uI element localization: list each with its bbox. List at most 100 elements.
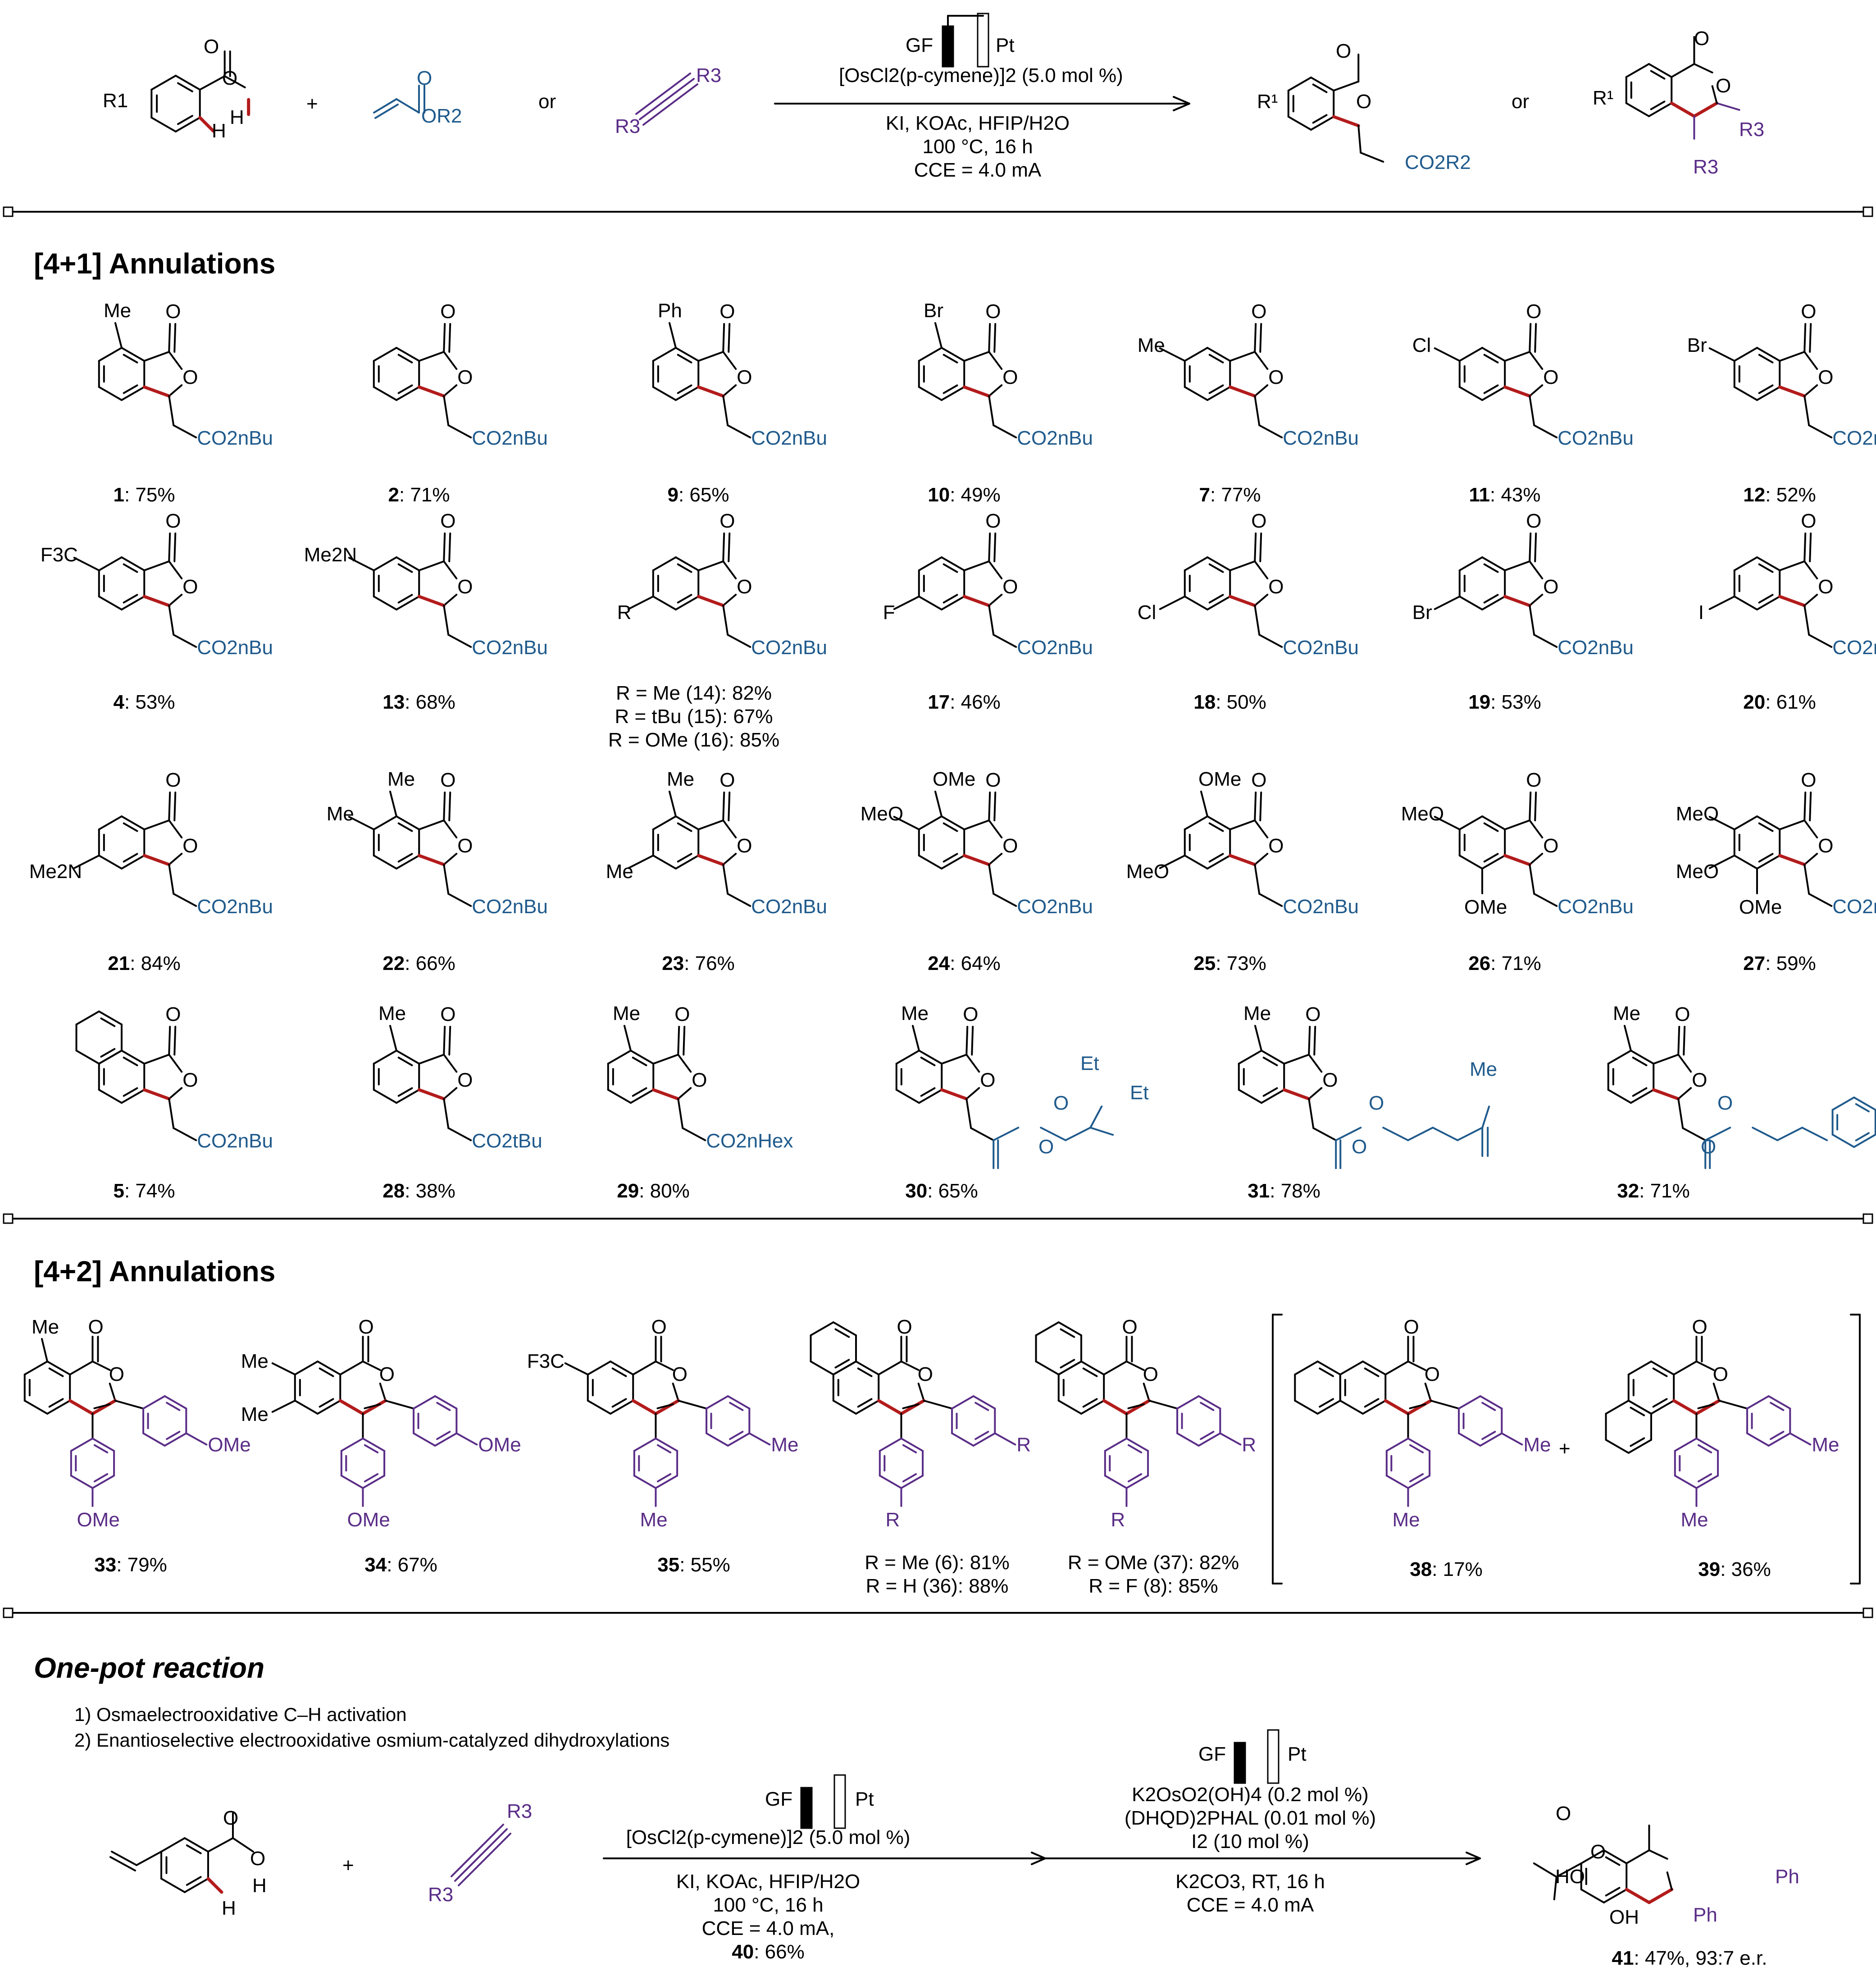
double-bond <box>943 563 958 573</box>
new-bond-red <box>1102 1399 1128 1416</box>
double-bond <box>834 1359 850 1369</box>
double-bond <box>448 792 451 821</box>
caption-25: 25: 73% <box>1140 951 1320 976</box>
bond <box>443 323 446 353</box>
ring-o: O <box>1543 366 1558 388</box>
bond <box>168 560 183 579</box>
ring-bond <box>1627 1400 1652 1415</box>
ester-label: CO2nBu <box>1283 427 1359 449</box>
acid-r1-label: R1 <box>103 90 128 112</box>
product2-r3-bottom-label: R3 <box>1693 156 1719 178</box>
carbonyl-o: O <box>358 1316 373 1338</box>
ring-bond <box>373 855 397 869</box>
double-bond <box>1758 822 1774 832</box>
ester-label: CO2nBu <box>1017 427 1093 449</box>
carbonyl-o: O <box>1526 300 1541 323</box>
ring-bond <box>1261 1089 1285 1104</box>
ring-bond <box>1207 347 1231 362</box>
bond <box>1695 1361 1715 1371</box>
ring-bond <box>832 1361 857 1375</box>
ring-bond <box>91 1438 115 1452</box>
bond <box>1529 351 1544 370</box>
ring-bond <box>1746 1395 1770 1410</box>
ring-bond <box>121 855 146 869</box>
bond <box>447 1127 472 1141</box>
caption-30: 30: 65% <box>851 1178 1032 1204</box>
ring-bond <box>1746 1432 1770 1447</box>
ester-label: CO2nBu <box>1283 637 1359 659</box>
new-bond-red <box>697 595 725 607</box>
section-dividers <box>3 206 1873 1618</box>
double-bond <box>943 853 958 863</box>
bond <box>923 1400 953 1410</box>
ring-o: O <box>1143 1363 1158 1385</box>
compound-yield: : 76% <box>684 952 735 974</box>
ring-bond <box>362 1475 386 1489</box>
bond <box>632 1361 657 1375</box>
onepot-acid-o: O <box>250 1848 266 1870</box>
double-bond <box>397 822 413 832</box>
ring-bond <box>630 1089 655 1104</box>
bond <box>1708 347 1735 362</box>
onepot-gf-a: GF <box>765 1788 793 1810</box>
c-h-bond-red <box>198 116 215 133</box>
double-bond <box>656 1444 672 1453</box>
plus-38-39: + <box>1559 1438 1571 1460</box>
bond <box>627 596 654 610</box>
ring-o: O <box>980 1069 995 1091</box>
caption-21: 21: 84% <box>54 951 234 976</box>
double-bond <box>93 1444 109 1453</box>
double-bond <box>48 1367 64 1377</box>
divider-marker-left <box>3 1213 14 1224</box>
para-substituent: OMe <box>347 1509 390 1531</box>
substituent: OMe <box>1739 896 1782 918</box>
double-bond <box>677 822 692 832</box>
bond <box>1677 1054 1692 1073</box>
bond <box>722 792 725 821</box>
double-bond <box>1652 1398 1668 1408</box>
bond <box>697 351 724 362</box>
bond <box>451 1824 504 1877</box>
new-bond-red <box>91 1399 117 1416</box>
double-bond <box>123 594 138 604</box>
double-bond <box>857 1398 873 1408</box>
bond <box>1673 1361 1698 1375</box>
double-bond <box>397 354 413 364</box>
para-substituent: R <box>885 1509 900 1531</box>
compound-26: O O CO2nBu MeO OMe <box>1401 769 1634 918</box>
compound-number: 28 <box>382 1180 405 1202</box>
bond <box>722 384 737 397</box>
compound-yield: : 53% <box>124 691 175 713</box>
ring-bond <box>1184 815 1208 830</box>
ring-bond <box>396 1050 420 1065</box>
bond <box>418 1054 445 1065</box>
ring-bond <box>1733 386 1758 401</box>
ring-bond <box>918 556 943 571</box>
ester32-o: O <box>1717 1092 1733 1114</box>
bond <box>677 1026 680 1056</box>
double-bond <box>364 1444 379 1453</box>
bond <box>1704 1127 1731 1141</box>
ring-bond <box>1238 1089 1262 1104</box>
double-bond <box>1262 1087 1278 1097</box>
ring-bond <box>1458 1395 1481 1410</box>
bond <box>965 1054 980 1073</box>
bond <box>443 792 446 821</box>
ring-bond <box>1733 596 1758 610</box>
bond <box>1779 819 1806 830</box>
ring-bond <box>972 1432 996 1447</box>
bond <box>1125 1361 1145 1371</box>
bond <box>1360 152 1384 163</box>
double-bond <box>1483 594 1499 604</box>
bond <box>1357 125 1362 154</box>
compound-yield: : 73% <box>1216 952 1266 974</box>
double-bond <box>177 82 193 92</box>
ring-bond <box>1650 1361 1675 1375</box>
caption-36: R = H (36): 88% <box>865 1575 1009 1597</box>
ring-bond <box>1627 1361 1652 1375</box>
bond <box>727 634 751 648</box>
ring-bond <box>1458 347 1483 362</box>
substituent: OMe <box>1198 768 1241 790</box>
double-bond <box>1319 1367 1334 1377</box>
onepot-cond-b-5: CCE = 4.0 mA <box>1186 1894 1314 1916</box>
